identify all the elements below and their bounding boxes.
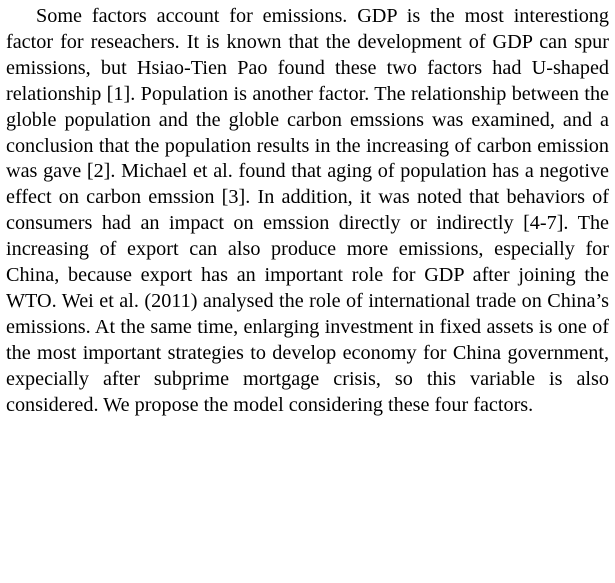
body-paragraph: Some factors account for emissions. GDP …: [6, 5, 609, 416]
